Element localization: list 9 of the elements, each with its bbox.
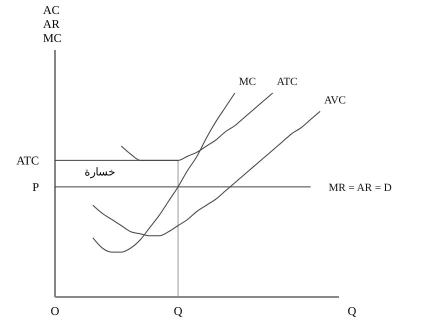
series-label: AVC — [324, 94, 346, 106]
annotation: ATC — [16, 153, 39, 168]
series-label: MR = AR = D — [328, 182, 392, 194]
annotation: خسارة — [84, 166, 116, 179]
series-label: MC — [238, 76, 256, 88]
series-label: ATC — [276, 76, 298, 88]
annotation: P — [32, 180, 40, 194]
x-tick-label: O — [50, 304, 60, 318]
y-axis-title: AC AR MC — [43, 3, 62, 45]
